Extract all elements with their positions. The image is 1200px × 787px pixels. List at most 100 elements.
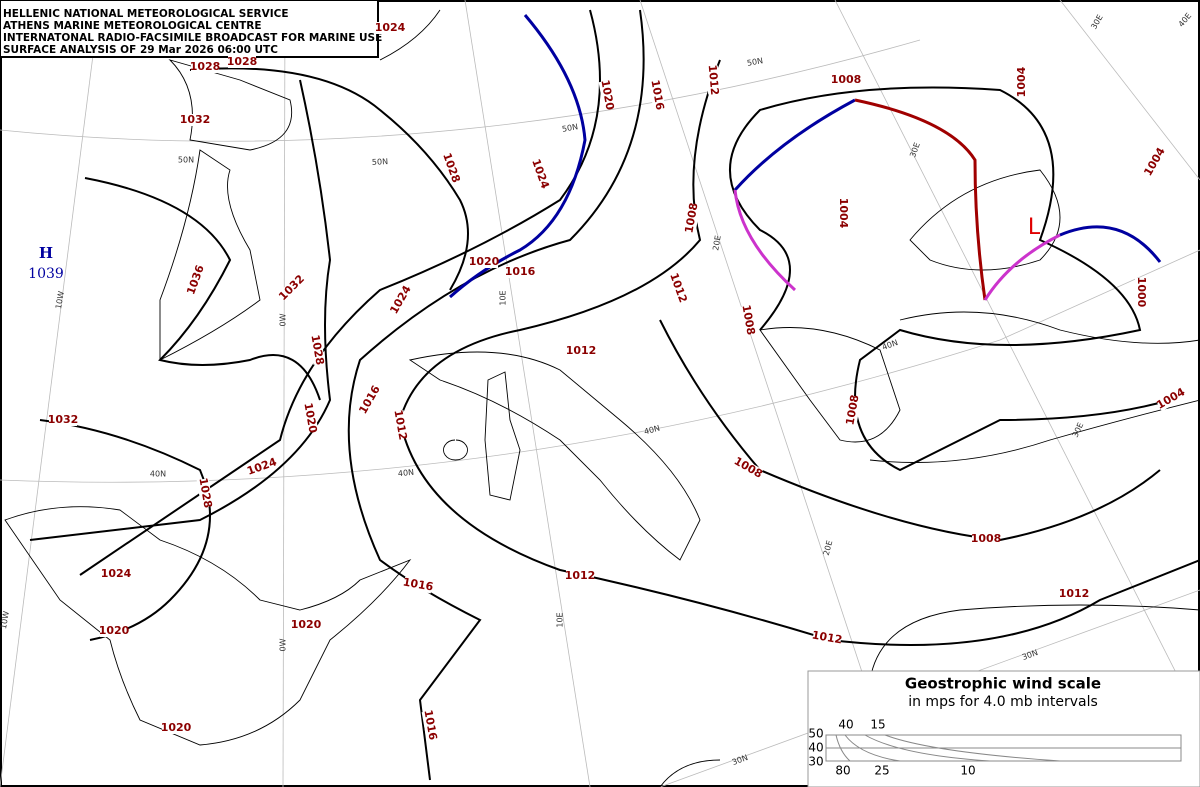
graticule-label: 10E [499,290,508,305]
cold-front [733,98,856,192]
occluded-front [733,189,797,292]
label-bg [1016,68,1028,96]
wind-scale-subtitle: in mps for 4.0 mb intervals [908,694,1098,710]
label-bg [102,568,130,580]
scale-curves [835,734,1061,762]
isobar [347,9,645,781]
label-bg [185,264,207,296]
isobar-label: 1012 [706,64,722,96]
high-pressure: 1039 [28,266,64,282]
lon-10e [464,0,591,787]
africa-east [869,604,1200,681]
isobar-label: 1008 [843,394,861,426]
label-bg [100,625,128,637]
label-bg [506,266,534,278]
label-bg [739,305,757,335]
label-bg [1135,278,1147,306]
isobar-label: 1016 [421,709,439,742]
fronts [448,14,1162,301]
isobar-label: 1012 [565,569,596,582]
scale-lat: 30 [808,755,823,769]
label-bg [567,345,595,357]
header-line: INTERNATONAL RADIO-FACSIMILE BROADCAST F… [3,32,382,44]
graticule-label: 40N [150,470,166,479]
black-sea [909,169,1061,271]
isobar-label: 1032 [180,113,211,126]
header-box: HELLENIC NATIONAL METEOROLOGICAL SERVICE… [0,0,382,58]
label-bg [529,158,551,190]
isobar-label: 1028 [196,477,214,509]
isobar-label: 1016 [505,265,536,278]
isobar-label: 1020 [598,79,616,112]
lon-30e [834,0,1200,721]
isobar [659,319,1161,542]
label-bg [196,478,214,508]
isobar-label: 1028 [227,55,258,68]
graticule-label: 40N [643,424,661,437]
isobar [729,86,1171,472]
label-bg [1155,386,1187,412]
graticule-label: 40N [398,468,415,478]
graticule-label: 20E [711,235,723,252]
label-bg [844,395,862,425]
label-bg [277,273,307,303]
label-bg [49,414,77,426]
isobar-label: 1020 [99,624,130,637]
isobar-label: 1020 [301,402,319,435]
wind-scale-title: Geostrophic wind scale [905,675,1101,693]
graticule-label: 50N [372,157,389,167]
graticule-label: 10E [556,612,565,627]
isobar-label: 1032 [48,413,79,426]
scale-speed: 15 [870,718,885,732]
cold-front [448,14,587,299]
isobar [189,67,469,291]
header-line: ATHENS MARINE METEOROLOGICAL CENTRE [3,20,262,32]
label-bg [376,22,404,34]
isobar-label: 1016 [402,575,435,593]
isobar-label: 1020 [469,255,500,268]
graticule-label: 20E [822,539,835,556]
graticule-label: 10W [0,610,11,629]
label-bg [292,619,320,631]
greece [759,327,901,443]
corsica-sardinia [484,371,521,501]
lat-40n [0,249,1200,483]
label-bg [228,56,256,68]
occluded-front [983,233,1061,301]
warm-front [854,98,987,301]
isobar-label: 1012 [811,628,843,646]
graticule-label: 50N [178,156,194,165]
label-bg [837,199,849,227]
britain [168,9,441,151]
lon-40e [1059,0,1200,181]
lat-50n [0,39,921,142]
isobar-label: 1004 [837,198,850,229]
isobar-label: 1008 [831,73,862,86]
label-bg [470,256,498,268]
isobar-label: 1028 [190,60,221,73]
isobar-label: 1012 [566,344,597,357]
wind-scale: Geostrophic wind scale in mps for 4.0 mb… [807,670,1200,787]
france-west [159,149,261,361]
isobar [398,59,1200,646]
label-bg [566,570,594,582]
cold-front [1059,225,1162,263]
label-bg [391,410,409,440]
wind-scale-box [807,670,1200,787]
label-bg [732,455,764,481]
africa-coast [659,759,721,787]
high-symbol: H [39,244,53,262]
label-bg [403,576,433,594]
label-bg [683,203,701,233]
graticule-label: 50N [561,122,578,134]
label-bg [812,629,842,647]
label-bg [832,74,860,86]
label-bg [246,456,278,478]
isobar-label: 1020 [161,721,192,734]
turkey-south [869,399,1200,463]
isobar-label: 1028 [308,334,326,366]
isobar-label: 1012 [1059,587,1090,600]
